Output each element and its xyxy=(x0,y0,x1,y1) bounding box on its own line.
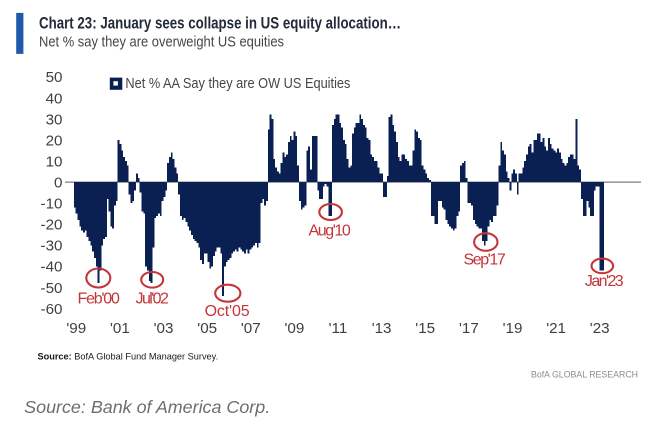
svg-text:Source: Bank of America Corp.: Source: Bank of America Corp. xyxy=(24,397,270,417)
svg-text:-50: -50 xyxy=(41,280,63,297)
svg-text:'23: '23 xyxy=(590,320,610,337)
svg-text:'11: '11 xyxy=(329,320,348,337)
svg-text:30: 30 xyxy=(46,111,63,128)
svg-text:Oct'05: Oct'05 xyxy=(205,303,250,320)
svg-text:'15: '15 xyxy=(415,320,435,337)
svg-text:'01: '01 xyxy=(110,320,130,337)
svg-text:'03: '03 xyxy=(154,320,174,337)
svg-text:-40: -40 xyxy=(41,259,63,276)
svg-text:'19: '19 xyxy=(503,320,523,337)
svg-text:Net % AA Say they are OW US Eq: Net % AA Say they are OW US Equities xyxy=(125,76,350,92)
svg-text:BofA GLOBAL RESEARCH: BofA GLOBAL RESEARCH xyxy=(531,370,638,381)
svg-text:Sep'17: Sep'17 xyxy=(463,252,505,269)
svg-text:50: 50 xyxy=(46,69,63,86)
svg-text:40: 40 xyxy=(46,90,63,107)
svg-text:Jul'02: Jul'02 xyxy=(136,291,169,308)
svg-text:Source: BofA Global Fund Mana: Source: BofA Global Fund Manager Survey. xyxy=(38,352,219,362)
svg-text:'99: '99 xyxy=(66,320,86,337)
svg-text:'07: '07 xyxy=(241,320,261,337)
svg-text:'21: '21 xyxy=(546,320,566,337)
svg-text:Jan'23: Jan'23 xyxy=(585,273,624,290)
svg-text:Feb'00: Feb'00 xyxy=(77,291,119,308)
svg-text:Chart 23: January sees collaps: Chart 23: January sees collapse in US eq… xyxy=(39,14,401,33)
svg-text:-20: -20 xyxy=(41,217,63,234)
svg-text:Net % say they are overweight: Net % say they are overweight US equitie… xyxy=(39,33,284,50)
svg-text:10: 10 xyxy=(46,153,63,170)
svg-text:-30: -30 xyxy=(41,238,63,255)
svg-text:'17: '17 xyxy=(459,320,479,337)
svg-text:'13: '13 xyxy=(372,320,392,337)
svg-text:Aug'10: Aug'10 xyxy=(308,223,350,240)
svg-text:'05: '05 xyxy=(197,320,217,337)
svg-text:20: 20 xyxy=(46,132,63,149)
svg-text:'09: '09 xyxy=(285,320,305,337)
svg-text:0: 0 xyxy=(54,175,62,192)
svg-text:-10: -10 xyxy=(41,196,63,213)
svg-text:-60: -60 xyxy=(41,301,63,318)
